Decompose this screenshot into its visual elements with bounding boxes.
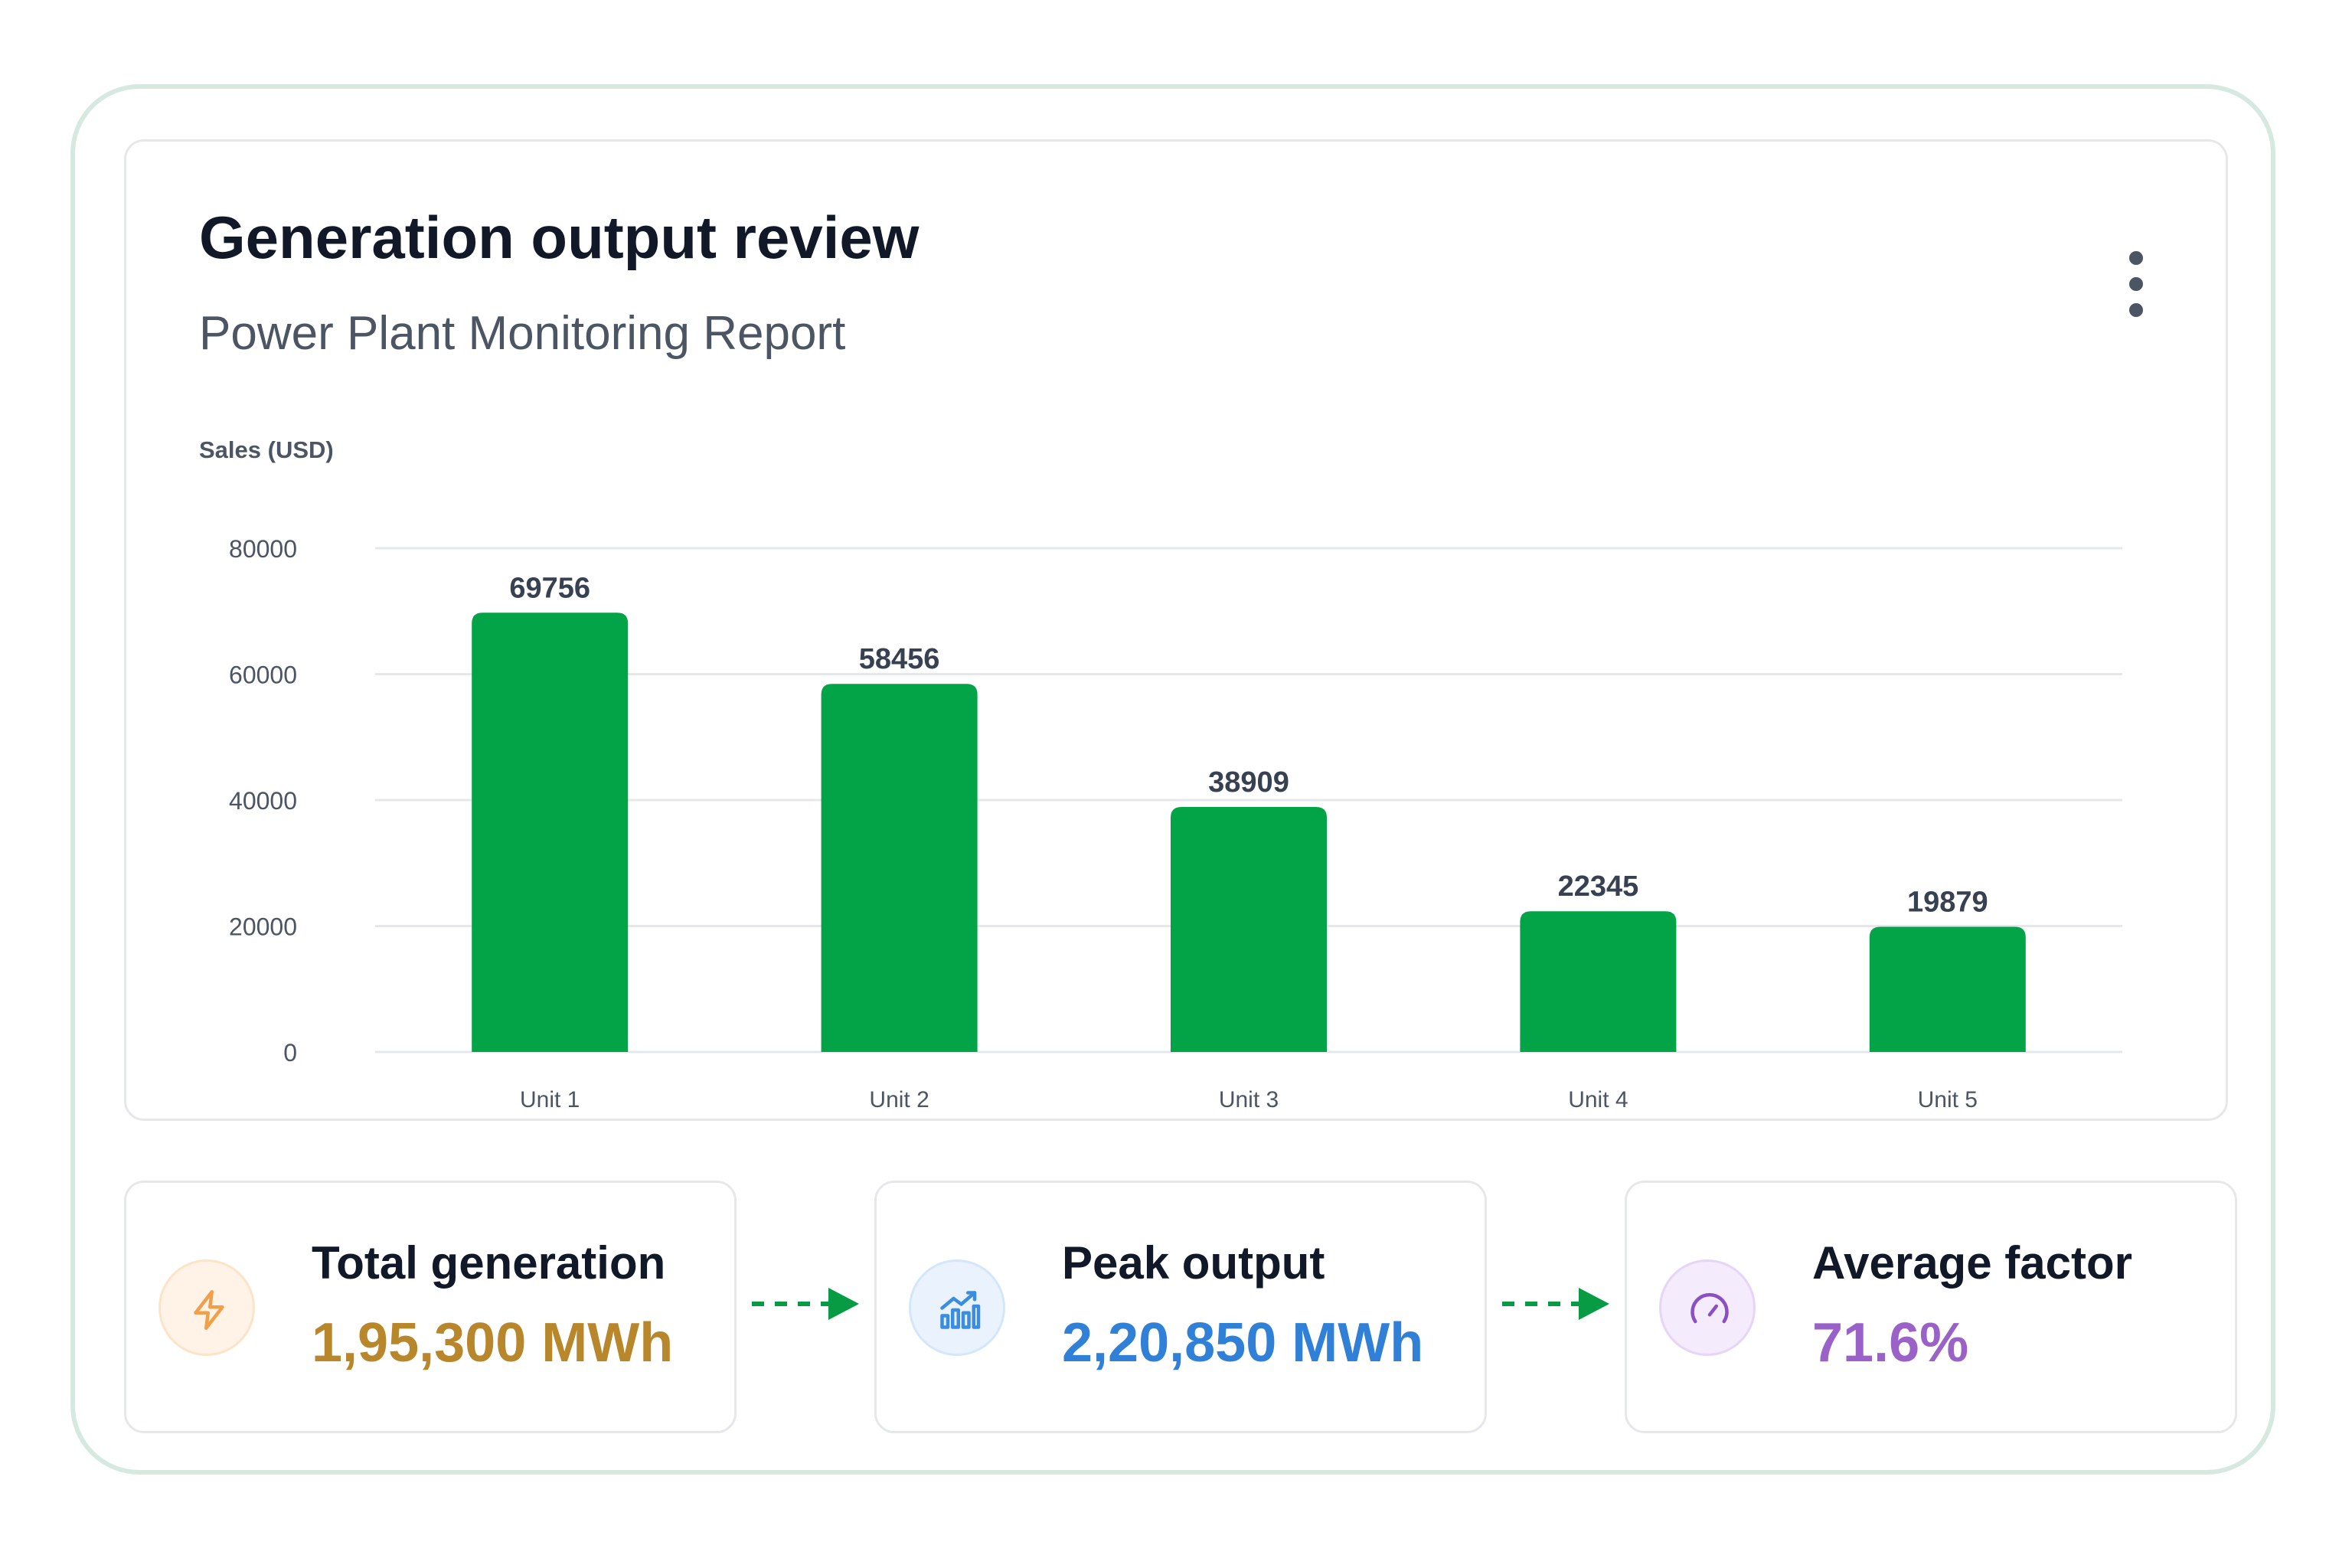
bar-unit-5[interactable]: [1869, 926, 2026, 1052]
dashed-arrow-right-icon: [1502, 1288, 1609, 1320]
lightning-bolt-icon: [158, 1259, 255, 1356]
stat-label: Total generation: [312, 1237, 666, 1289]
data-label: 22345: [1558, 871, 1639, 903]
data-label: 58456: [859, 643, 940, 675]
bar-chart-trend-icon: [909, 1259, 1005, 1356]
x-tick-label: Unit 2: [869, 1087, 929, 1112]
x-tick-label: Unit 4: [1568, 1087, 1628, 1112]
bar-unit-3[interactable]: [1171, 806, 1327, 1052]
y-tick-label: 0: [283, 1039, 297, 1067]
x-tick-label: Unit 1: [520, 1087, 580, 1112]
stat-value: 2,20,850 MWh: [1062, 1312, 1424, 1374]
data-label: 38909: [1208, 766, 1289, 799]
stat-card-average-factor[interactable]: Average factor 71.6%: [1625, 1181, 2237, 1433]
data-label: 19879: [1907, 886, 1988, 918]
bar-unit-2[interactable]: [821, 684, 978, 1052]
bar-unit-4[interactable]: [1520, 911, 1677, 1052]
data-labels: 69756 58456 38909 22345 19879: [509, 572, 1988, 918]
y-tick-label: 80000: [229, 535, 297, 563]
dashed-arrow-right-icon: [752, 1288, 859, 1320]
stat-label: Peak output: [1062, 1237, 1325, 1289]
y-tick-label: 60000: [229, 662, 297, 689]
y-axis-label: Sales (USD): [199, 436, 334, 463]
bars: [472, 612, 2026, 1052]
y-tick-label: 40000: [229, 787, 297, 815]
data-label: 69756: [509, 572, 590, 604]
y-tick-labels: 0 20000 40000 60000 80000: [229, 535, 297, 1067]
x-tick-labels: Unit 1 Unit 2 Unit 3 Unit 4 Unit 5: [520, 1087, 1978, 1112]
gauge-icon: [1659, 1259, 1756, 1356]
x-tick-label: Unit 5: [1918, 1087, 1978, 1112]
stat-label: Average factor: [1812, 1237, 2132, 1289]
stat-card-peak-output[interactable]: Peak output 2,20,850 MWh: [874, 1181, 1487, 1433]
kebab-menu-icon[interactable]: [2121, 250, 2151, 318]
page-subtitle: Power Plant Monitoring Report: [199, 307, 846, 360]
y-tick-label: 20000: [229, 913, 297, 941]
stat-value: 71.6%: [1812, 1312, 1969, 1374]
bar-unit-1[interactable]: [472, 612, 629, 1052]
page-title: Generation output review: [199, 204, 920, 271]
stat-value: 1,95,300 MWh: [312, 1312, 674, 1374]
x-tick-label: Unit 3: [1219, 1087, 1279, 1112]
stat-card-total-generation[interactable]: Total generation 1,95,300 MWh: [124, 1181, 737, 1433]
